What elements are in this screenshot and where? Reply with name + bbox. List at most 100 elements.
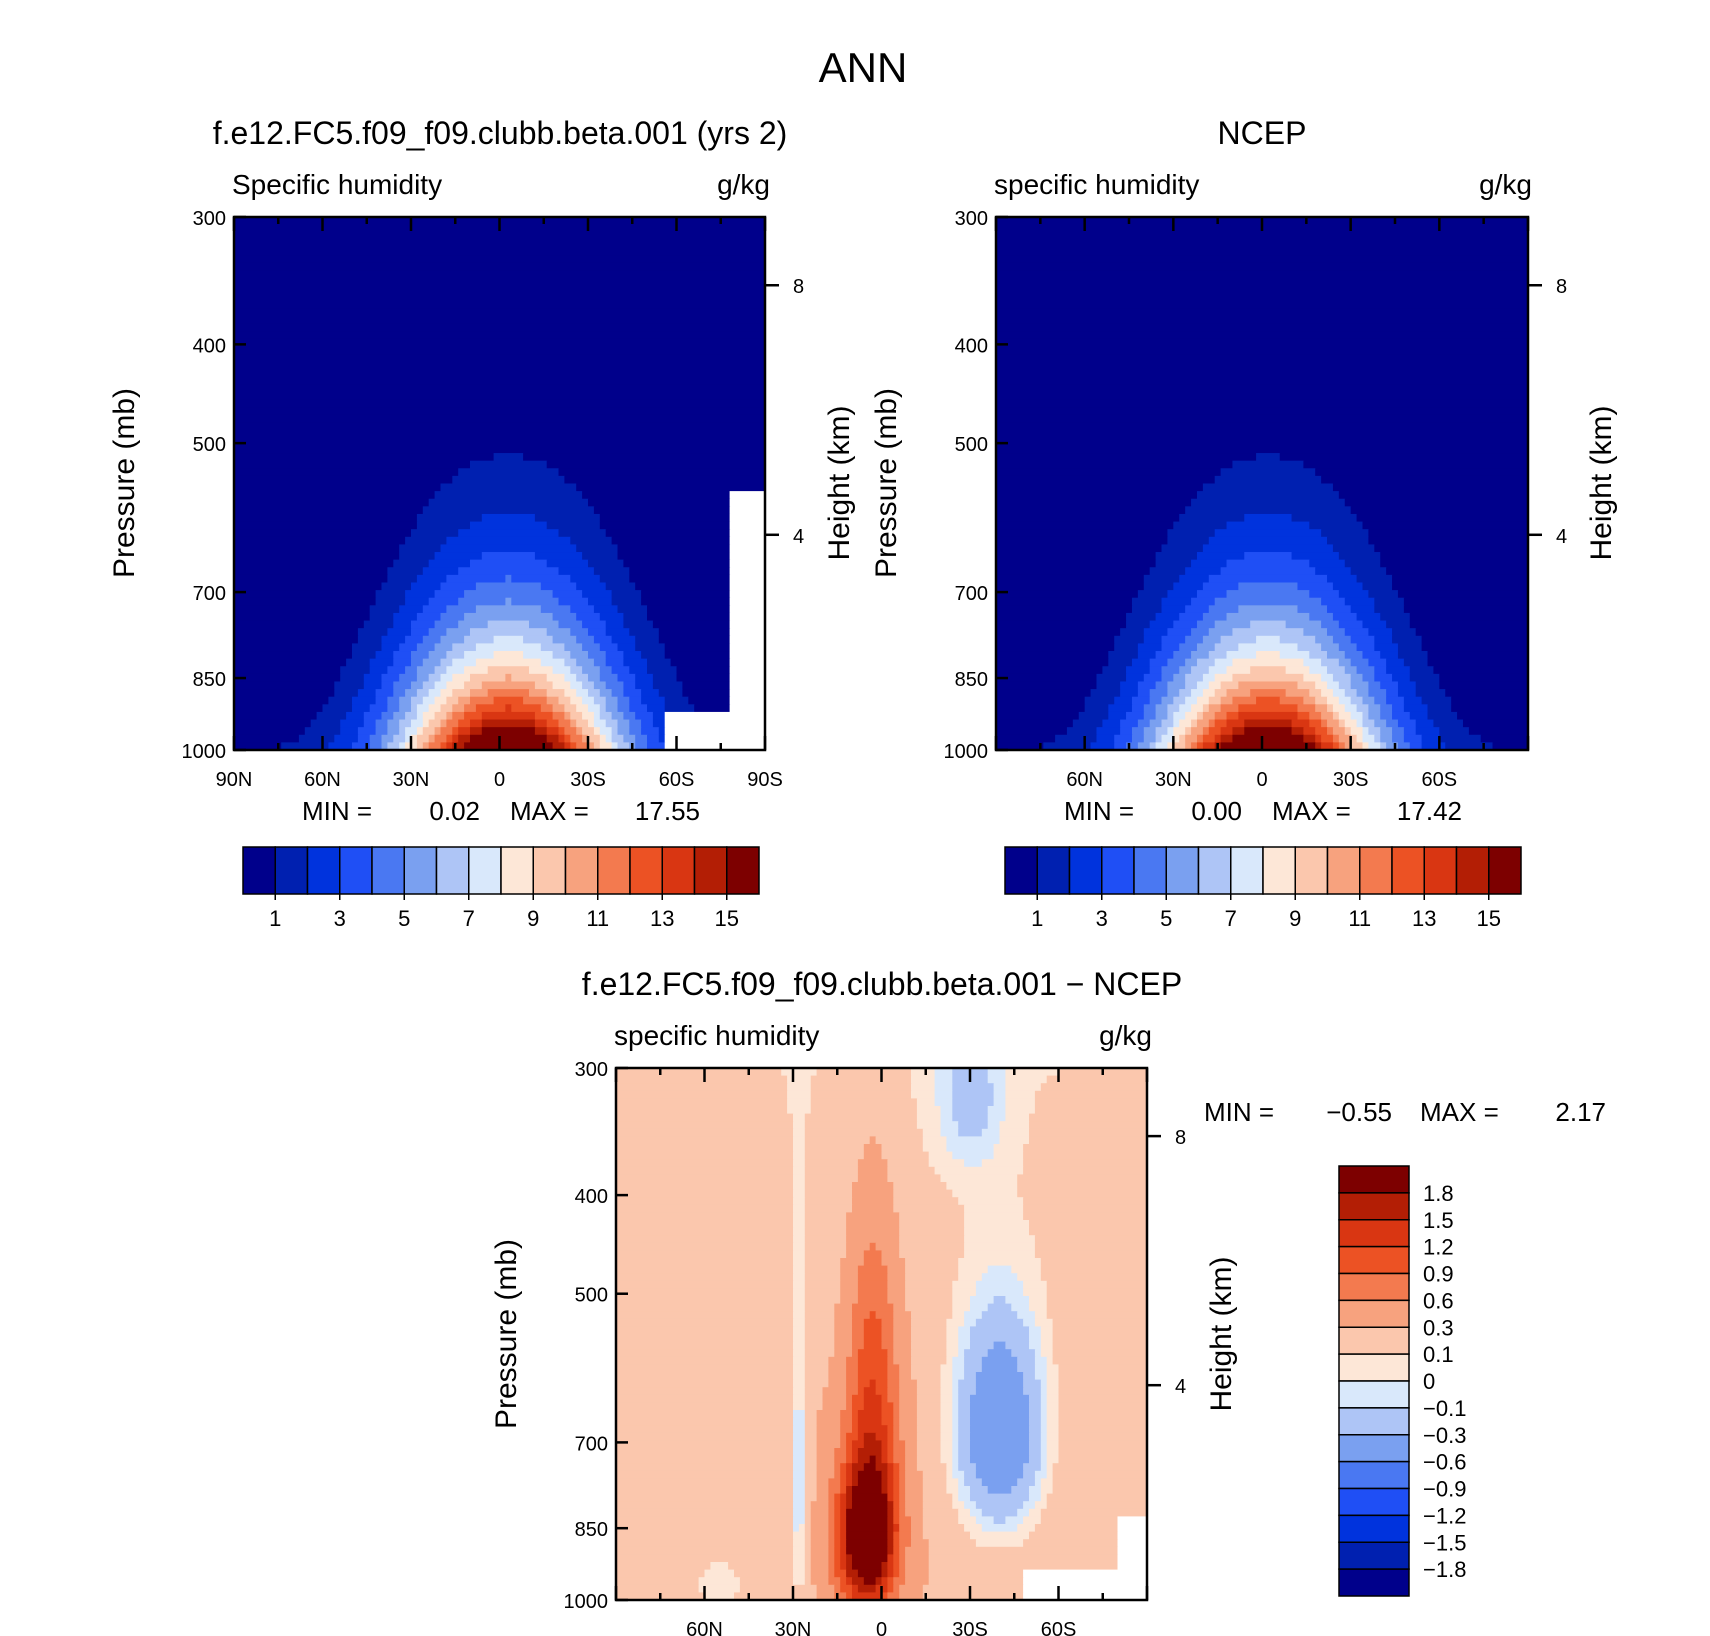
contour-band bbox=[570, 734, 583, 743]
contour-band bbox=[616, 1516, 794, 1525]
x-tick-label: 30N bbox=[393, 769, 430, 791]
contour-band bbox=[593, 658, 607, 667]
contour-band bbox=[458, 696, 471, 705]
contour-band bbox=[363, 719, 377, 728]
contour-band bbox=[996, 369, 1528, 378]
contour-band bbox=[1415, 628, 1528, 637]
contour-band bbox=[993, 1516, 1006, 1525]
contour-band bbox=[234, 407, 765, 416]
contour-band bbox=[340, 666, 371, 675]
contour-band bbox=[981, 1273, 1018, 1282]
contour-band bbox=[611, 689, 624, 698]
contour-band bbox=[1096, 727, 1121, 736]
contour-band bbox=[922, 1478, 947, 1487]
contour-band bbox=[416, 513, 483, 523]
contour-band bbox=[887, 1493, 894, 1502]
contour-band bbox=[828, 1486, 841, 1495]
contour-band bbox=[996, 308, 1528, 317]
contour-band bbox=[616, 1288, 794, 1297]
contour-band bbox=[1350, 635, 1375, 644]
contour-band bbox=[1011, 1303, 1030, 1312]
contour-band bbox=[1362, 651, 1381, 660]
contour-band bbox=[1040, 1493, 1048, 1502]
contour-band bbox=[616, 1273, 794, 1282]
contour-band bbox=[1017, 1524, 1036, 1533]
contour-band bbox=[804, 1455, 818, 1464]
contour-band bbox=[787, 1090, 812, 1099]
contour-band bbox=[881, 1592, 888, 1600]
contour-band bbox=[905, 1463, 918, 1472]
contour-band bbox=[593, 681, 607, 690]
contour-band bbox=[1409, 612, 1528, 622]
contour-band bbox=[987, 1303, 1012, 1312]
contour-band bbox=[616, 1075, 788, 1084]
contour-band bbox=[1386, 658, 1405, 667]
contour-band bbox=[1380, 711, 1393, 721]
contour-band bbox=[739, 1577, 794, 1586]
contour-band bbox=[970, 1303, 989, 1312]
contour-band bbox=[1196, 658, 1216, 667]
contour-band bbox=[887, 1524, 894, 1533]
contour-band bbox=[470, 734, 548, 743]
contour-band bbox=[734, 1569, 794, 1578]
contour-band bbox=[1232, 734, 1304, 743]
contour-band bbox=[887, 1387, 900, 1396]
contour-band bbox=[828, 1554, 835, 1563]
contour-band bbox=[804, 1144, 865, 1153]
contour-band bbox=[804, 1113, 918, 1122]
contour-band bbox=[1362, 711, 1369, 721]
x-tick-label: 90N bbox=[216, 769, 253, 791]
contour-band bbox=[422, 719, 430, 728]
contour-band bbox=[1161, 635, 1186, 644]
contour-band bbox=[234, 742, 282, 750]
contour-band bbox=[664, 727, 765, 736]
contour-band bbox=[857, 1432, 865, 1441]
contour-band bbox=[552, 681, 571, 690]
contour-band bbox=[440, 582, 477, 591]
colorbar-box bbox=[1338, 1407, 1410, 1436]
contour-band bbox=[899, 1539, 912, 1548]
contour-band bbox=[676, 666, 731, 675]
contour-band bbox=[529, 620, 560, 629]
contour-band bbox=[996, 285, 1528, 294]
contour-band bbox=[846, 1220, 900, 1229]
contour-band bbox=[1058, 1455, 1147, 1464]
contour-band bbox=[1202, 544, 1334, 553]
contour-band bbox=[793, 1113, 806, 1122]
contour-band bbox=[1017, 1189, 1147, 1198]
contour-band bbox=[729, 635, 765, 644]
contour-band bbox=[411, 529, 459, 538]
contour-band bbox=[970, 1296, 995, 1305]
contour-band bbox=[996, 582, 1145, 591]
contour-band bbox=[475, 605, 542, 614]
contour-band bbox=[893, 1311, 912, 1320]
contour-band bbox=[641, 590, 731, 599]
contour-band bbox=[996, 270, 1528, 279]
contour-band bbox=[881, 1455, 888, 1464]
contour-band bbox=[981, 1478, 1018, 1487]
contour-band bbox=[1374, 719, 1387, 728]
contour-band bbox=[1202, 734, 1216, 743]
contour-band bbox=[1315, 704, 1328, 713]
colorbar-label: 1.8 bbox=[1423, 1181, 1454, 1206]
contour-band bbox=[1046, 1387, 1060, 1396]
contour-band bbox=[1202, 673, 1216, 683]
contour-band bbox=[616, 1501, 794, 1510]
contour-band bbox=[1040, 1410, 1048, 1419]
contour-band bbox=[804, 1463, 818, 1472]
contour-band bbox=[682, 681, 731, 690]
contour-band bbox=[1191, 666, 1210, 675]
contour-band bbox=[810, 1083, 912, 1092]
contour-band bbox=[1196, 643, 1216, 652]
contour-band bbox=[916, 1379, 942, 1388]
contour-band bbox=[996, 315, 1528, 325]
contour-band bbox=[534, 513, 601, 523]
panel-difference-y2label: Height (km) bbox=[1205, 1256, 1238, 1411]
contour-band bbox=[1191, 727, 1204, 736]
contour-band bbox=[996, 605, 1133, 614]
contour-band bbox=[234, 635, 359, 644]
contour-band bbox=[1350, 673, 1364, 683]
contour-band bbox=[576, 658, 595, 667]
contour-band bbox=[958, 1432, 971, 1441]
contour-band bbox=[911, 1068, 936, 1077]
